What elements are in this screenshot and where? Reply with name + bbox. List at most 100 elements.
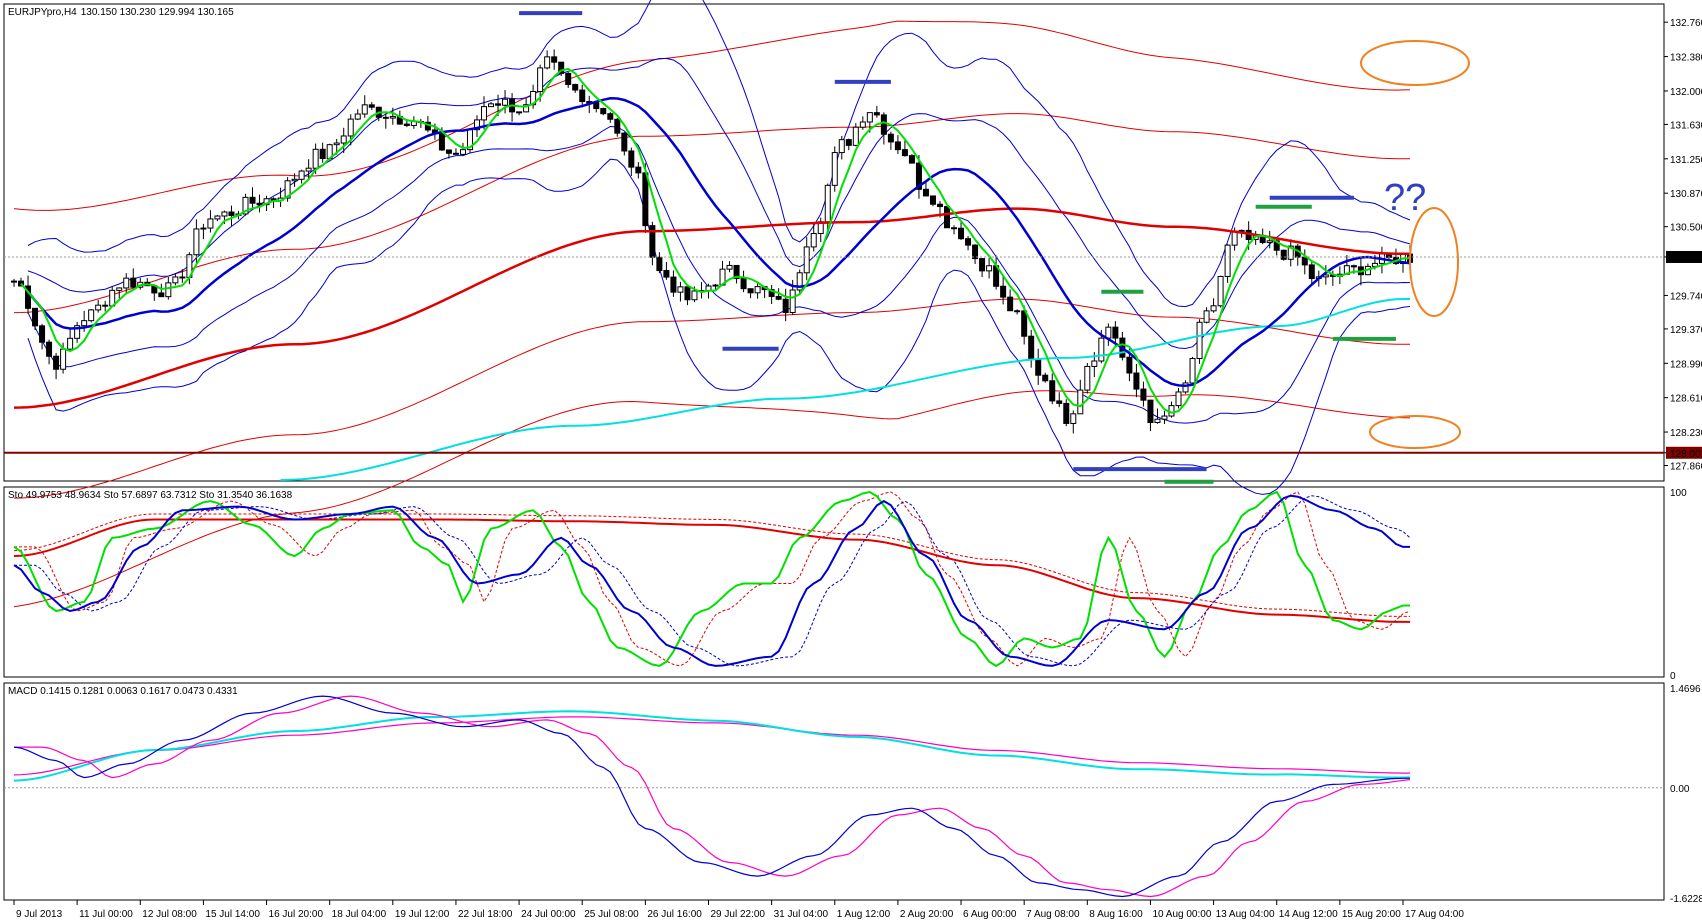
red-band-upper: [13, 113, 1410, 314]
candle-body: [887, 133, 894, 143]
candle-body: [403, 123, 410, 126]
stoch-layer: [13, 490, 1411, 668]
candle-body: [60, 348, 67, 370]
red-band-lower: [13, 298, 1410, 499]
candle-body: [495, 103, 502, 106]
candle-body: [81, 320, 88, 327]
candle-body: [621, 132, 628, 152]
candle-body: [347, 118, 354, 137]
candle-body: [242, 196, 249, 215]
candle-body: [908, 155, 915, 164]
stoch-tick-label: 0: [1670, 671, 1676, 682]
candle-body: [1126, 356, 1133, 374]
candle-body: [1182, 382, 1189, 393]
candle-body: [1196, 321, 1203, 360]
candle-body: [172, 276, 179, 284]
candle-body: [656, 256, 663, 272]
candle-body: [1084, 365, 1091, 391]
candle-body: [936, 203, 943, 208]
candle-body: [516, 111, 523, 114]
time-tick-label: 15 Jul 14:00: [205, 909, 260, 920]
red-band-upper-outer: [13, 20, 1411, 211]
price-tick-label: 130.500: [1670, 223, 1702, 234]
candle-body: [1105, 326, 1112, 339]
candle-body: [670, 276, 677, 293]
candle-body: [551, 56, 558, 63]
candle-body: [642, 172, 649, 227]
candle-body: [712, 284, 719, 287]
candle-body: [200, 227, 207, 230]
candle-body: [488, 103, 495, 108]
macd-layer: [4, 695, 1664, 898]
price-tick-label: 131.250: [1670, 155, 1702, 166]
candle-body: [663, 270, 670, 278]
candle-body: [382, 116, 389, 119]
candle-body: [67, 337, 74, 350]
price-tick-label: 132.760: [1670, 18, 1702, 29]
orange-circle: [1409, 207, 1459, 317]
candle-body: [340, 135, 347, 144]
candle-body: [824, 184, 831, 223]
level-price-box: [1666, 446, 1702, 459]
time-tick-label: 13 Aug 04:00: [1216, 909, 1275, 920]
candle-body: [579, 89, 586, 103]
candle-body: [1308, 264, 1315, 279]
candle-body: [951, 227, 958, 230]
time-tick-label: 16 Jul 20:00: [269, 909, 324, 920]
bollinger-upper-inner: [27, 58, 1411, 350]
time-tick-label: 1 Aug 12:00: [837, 909, 891, 920]
price-tick-label: 128.230: [1670, 428, 1702, 439]
candle-body: [1350, 265, 1357, 268]
candle-body: [1112, 326, 1119, 339]
price-tick-label: 131.630: [1670, 120, 1702, 131]
candle-body: [1049, 380, 1056, 402]
candle-body: [116, 287, 123, 291]
candle-body: [312, 148, 319, 169]
candle-body: [207, 218, 214, 229]
candle-body: [130, 277, 137, 288]
time-tick-label: 17 Aug 04:00: [1405, 909, 1464, 920]
candle-body: [1147, 399, 1154, 424]
candle-body: [775, 295, 782, 300]
candle-body: [986, 265, 993, 272]
candle-body: [894, 141, 901, 151]
candle-body: [1042, 374, 1049, 382]
candle-body: [179, 276, 186, 279]
candle-body: [46, 341, 53, 357]
candle-body: [11, 280, 17, 283]
candle-body: [102, 304, 109, 307]
candle-body: [1056, 400, 1063, 404]
candle-body: [880, 114, 887, 135]
bollinger-lower-inner: [27, 125, 1411, 424]
price-tick-label: 128.001: [1670, 449, 1702, 460]
question-annotation: ??: [1384, 177, 1426, 219]
candle-body: [1266, 240, 1273, 244]
candle-body: [866, 112, 873, 123]
candle-body: [782, 298, 789, 313]
candle-body: [1217, 275, 1224, 307]
time-tick-label: 26 Jul 16:00: [647, 909, 702, 920]
price-tick-label: 128.990: [1670, 359, 1702, 370]
candle-body: [852, 126, 859, 146]
macd-slow-magenta: [13, 716, 1410, 776]
time-tick-label: 9 Jul 2013: [16, 909, 63, 920]
candle-body: [333, 142, 340, 146]
candle-body: [256, 202, 263, 206]
candle-body: [789, 289, 796, 313]
candle-body: [459, 149, 466, 155]
price-tick-label: 128.610: [1670, 394, 1702, 405]
candle-body: [733, 264, 740, 280]
candle-body: [158, 292, 165, 298]
candle-body: [502, 98, 509, 106]
candle-body: [628, 150, 635, 168]
candle-body: [572, 83, 579, 91]
candle-body: [929, 195, 936, 205]
candle-body: [1154, 418, 1161, 424]
candle-body: [838, 139, 845, 154]
candle-body: [1231, 230, 1238, 246]
candle-body: [481, 106, 488, 121]
candle-body: [740, 278, 747, 290]
candle-body: [1140, 388, 1147, 401]
